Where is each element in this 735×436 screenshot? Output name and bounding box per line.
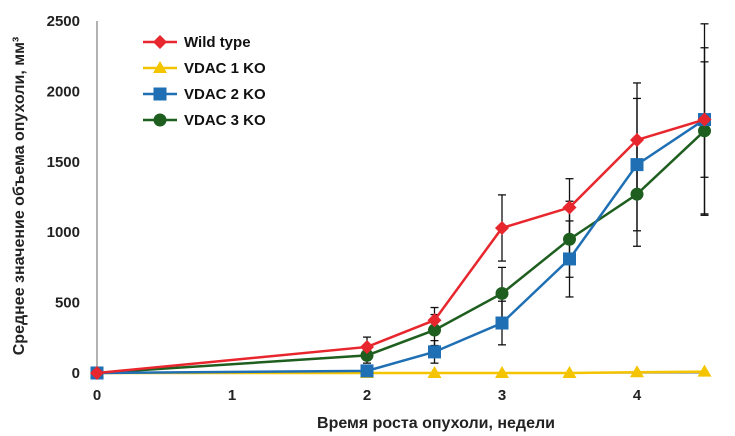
legend-item-vdac-1-ko: VDAC 1 KO xyxy=(143,60,266,77)
data-point-vdac-3-ko xyxy=(630,187,644,201)
data-point-vdac-3-ko xyxy=(360,348,374,362)
data-point-vdac-2-ko xyxy=(428,345,441,359)
data-point-vdac-3-ko xyxy=(698,124,711,138)
series-line-vdac-3-ko xyxy=(96,129,706,375)
error-bars xyxy=(363,23,709,364)
data-point-vdac-1-ko xyxy=(630,365,644,378)
x-tick-label: 1 xyxy=(228,387,236,404)
legend-label: VDAC 1 KO xyxy=(184,60,266,77)
series-line-vdac-2-ko xyxy=(96,118,706,375)
data-point-wild-type xyxy=(427,313,442,328)
y-tick-label: 500 xyxy=(55,295,80,312)
data-point-vdac-1-ko xyxy=(562,366,577,378)
legend-item-vdac-2-ko: VDAC 2 KO xyxy=(143,86,266,103)
data-point-wild-type xyxy=(630,132,644,147)
data-point-vdac-1-ko xyxy=(495,366,509,378)
data-point-vdac-1-ko xyxy=(427,366,442,378)
y-tick-label: 2000 xyxy=(47,83,80,100)
y-tick-label: 1500 xyxy=(47,154,80,171)
data-point-vdac-3-ko xyxy=(563,232,576,246)
x-tick-label: 0 xyxy=(93,387,101,404)
x-tick-label: 2 xyxy=(363,387,371,404)
data-point-wild-type xyxy=(495,220,509,235)
data-point-vdac-2-ko xyxy=(630,158,644,172)
data-point-wild-type xyxy=(697,112,712,127)
legend-marker xyxy=(153,113,167,127)
legend-marker xyxy=(153,35,167,49)
data-point-vdac-1-ko xyxy=(697,364,712,377)
data-point-vdac-3-ko xyxy=(495,286,509,300)
legend-label: VDAC 3 KO xyxy=(184,112,266,129)
legend-item-vdac-3-ko: VDAC 3 KO xyxy=(143,112,266,129)
data-point-wild-type xyxy=(90,366,104,380)
data-point-wild-type xyxy=(360,339,374,354)
data-point-vdac-2-ko xyxy=(563,252,576,266)
series-wild-type xyxy=(90,112,712,380)
x-tick-label: 4 xyxy=(633,387,642,404)
legend-marker xyxy=(153,87,167,101)
legend-marker xyxy=(153,61,167,73)
y-axis-label: Среднее значение объема опухоли, мм³ xyxy=(11,37,28,356)
series-vdac-3-ko xyxy=(90,124,711,380)
y-tick-label: 2500 xyxy=(47,13,80,30)
legend: Wild type VDAC 1 KO VDAC 2 KO VDAC 3 KO xyxy=(143,34,266,129)
data-point-wild-type xyxy=(562,200,577,215)
y-tick-label: 1000 xyxy=(47,224,80,241)
data-point-vdac-2-ko xyxy=(495,316,509,330)
legend-label: VDAC 2 KO xyxy=(184,86,266,103)
tick-labels: 0 500 1000 1500 2000 2500 0 1 2 3 4 xyxy=(47,13,642,404)
y-tick-label: 0 xyxy=(72,365,80,382)
legend-label: Wild type xyxy=(184,34,251,51)
legend-item-wild-type: Wild type xyxy=(143,34,251,51)
x-axis-label: Время роста опухоли, недели xyxy=(317,415,555,432)
data-point-vdac-3-ko xyxy=(428,323,441,337)
data-point-vdac-2-ko xyxy=(360,364,374,378)
x-tick-label: 3 xyxy=(498,387,506,404)
series-group xyxy=(90,112,712,380)
series-line-wild-type xyxy=(96,118,705,375)
series-vdac-2-ko xyxy=(90,113,711,380)
